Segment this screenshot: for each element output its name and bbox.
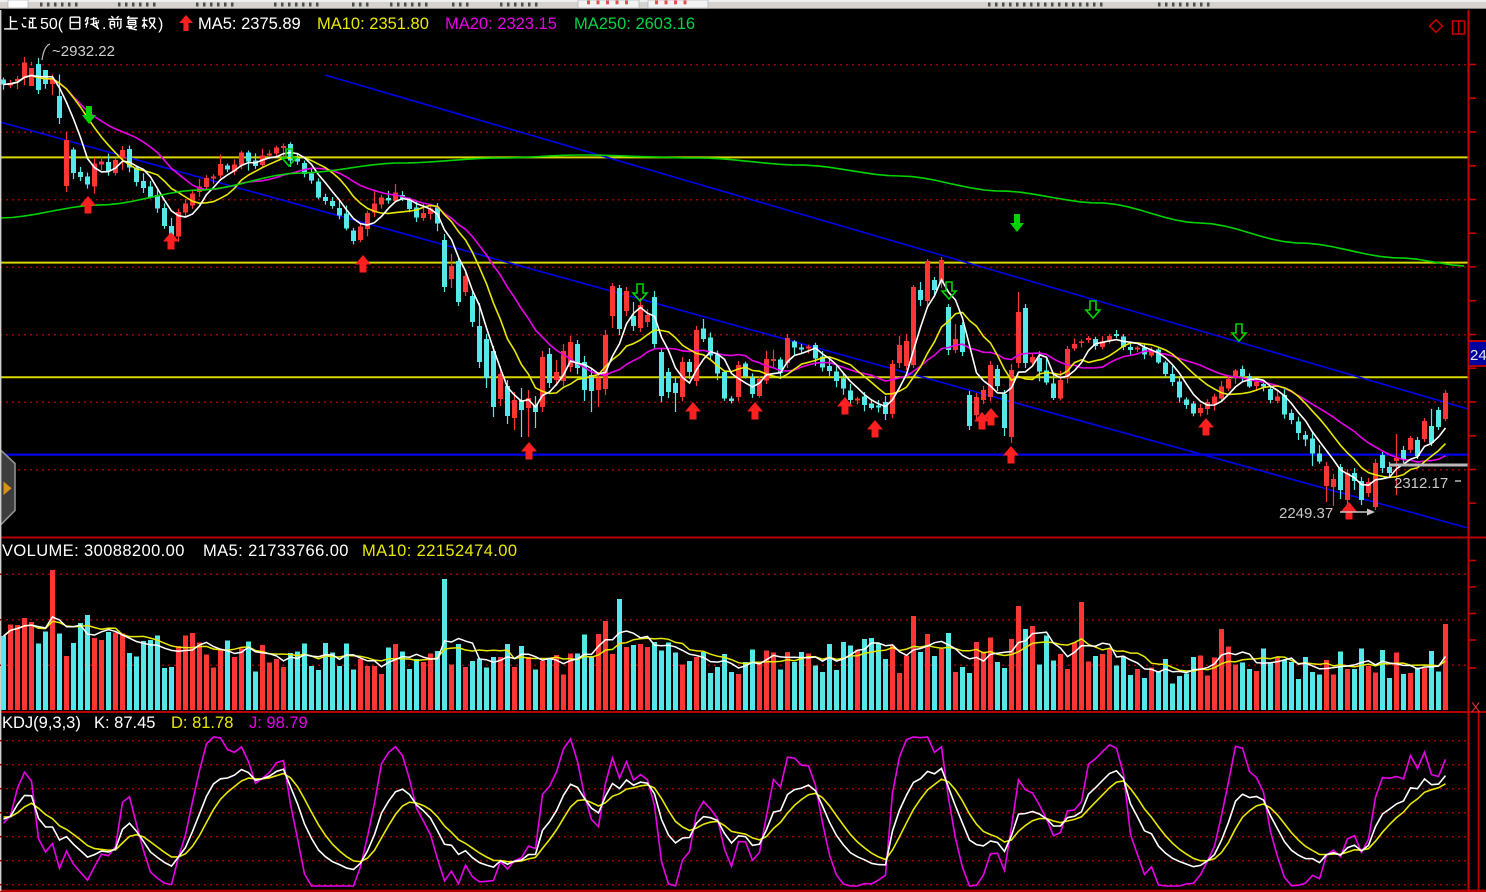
svg-text:MA20: 2323.15: MA20: 2323.15 bbox=[445, 15, 557, 33]
svg-text:): ) bbox=[158, 16, 163, 33]
svg-text:MA5: 2375.89: MA5: 2375.89 bbox=[198, 15, 301, 33]
svg-text:D: 81.78: D: 81.78 bbox=[171, 714, 233, 732]
svg-text:VOLUME: 30088200.00: VOLUME: 30088200.00 bbox=[2, 542, 185, 560]
svg-text:~2932.22: ~2932.22 bbox=[52, 43, 115, 60]
svg-text:.: . bbox=[102, 16, 106, 33]
svg-text:K: 87.45: K: 87.45 bbox=[94, 714, 155, 732]
svg-text:MA10: 2351.80: MA10: 2351.80 bbox=[317, 15, 429, 33]
svg-text:MA250: 2603.16: MA250: 2603.16 bbox=[574, 15, 695, 33]
svg-text:50(: 50( bbox=[40, 16, 64, 33]
svg-text:2249.37: 2249.37 bbox=[1279, 505, 1333, 522]
svg-text:X: X bbox=[1471, 699, 1481, 715]
svg-text:2312.17: 2312.17 bbox=[1394, 475, 1448, 492]
svg-text:MA10: 22152474.00: MA10: 22152474.00 bbox=[362, 542, 517, 560]
svg-text:MA5: 21733766.00: MA5: 21733766.00 bbox=[203, 542, 349, 560]
svg-text:24: 24 bbox=[1470, 347, 1486, 364]
svg-text:J: 98.79: J: 98.79 bbox=[249, 714, 308, 732]
svg-text:KDJ(9,3,3): KDJ(9,3,3) bbox=[2, 714, 81, 732]
